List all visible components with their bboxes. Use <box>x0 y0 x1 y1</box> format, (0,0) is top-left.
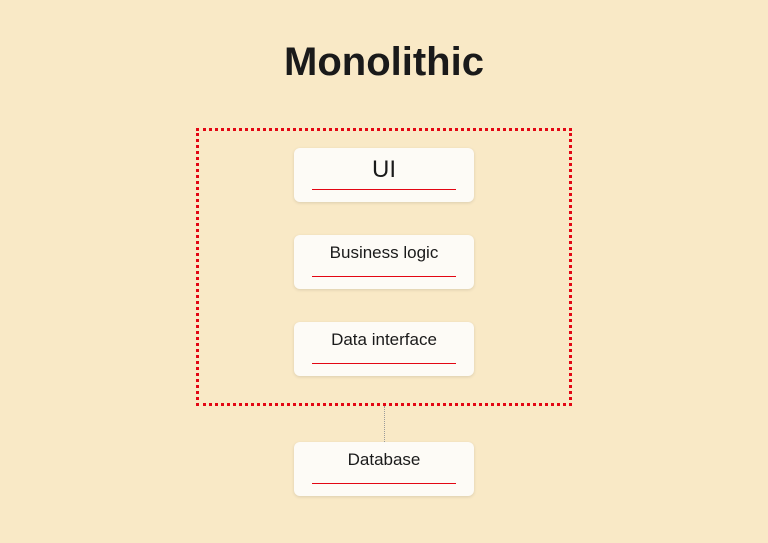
diagram-title: Monolithic <box>0 40 768 85</box>
box-ui-label: UI <box>294 156 474 184</box>
box-database-label: Database <box>294 450 474 470</box>
connector-container-to-database <box>384 406 385 442</box>
box-business-logic-label: Business logic <box>294 243 474 263</box>
box-database-underline <box>312 483 456 485</box>
box-data-interface-underline <box>312 363 456 365</box>
box-database: Database <box>294 442 474 496</box>
box-data-interface: Data interface <box>294 322 474 376</box>
box-ui: UI <box>294 148 474 202</box>
box-business-logic-underline <box>312 276 456 278</box>
diagram-canvas: Monolithic UI Business logic Data interface… <box>0 0 768 543</box>
box-data-interface-label: Data interface <box>294 330 474 350</box>
box-business-logic: Business logic <box>294 235 474 289</box>
box-ui-underline <box>312 189 456 191</box>
